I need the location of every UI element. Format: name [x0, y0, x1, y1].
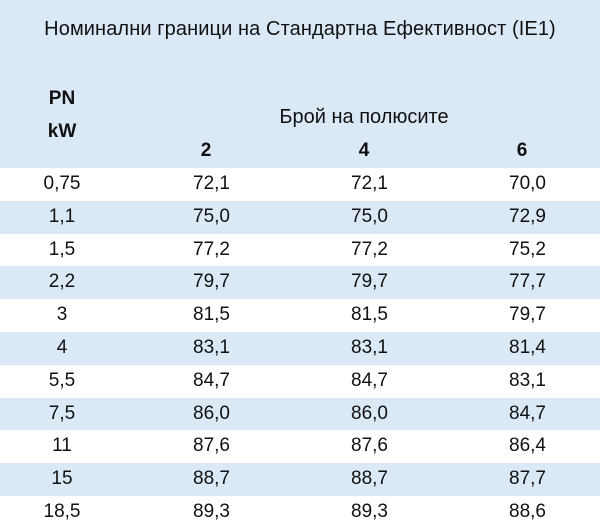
pn-cell: 0,75 [43, 173, 81, 194]
pn-cell: 3 [56, 304, 68, 326]
pole-2-cell: 79,7 [193, 271, 230, 293]
pole-6-cell: 70,0 [509, 173, 546, 194]
pole-4-cell: 89,3 [351, 500, 388, 522]
pole-2-cell: 81,5 [193, 304, 230, 326]
pn-cell: 4 [56, 336, 68, 358]
table-row: 18,5 89,3 89,3 88,6 [0, 495, 600, 529]
pole-4-cell: 88,7 [351, 468, 388, 490]
pole-2-cell: 84,7 [193, 369, 230, 391]
pole-2-cell: 86,0 [193, 402, 230, 424]
table-row: 15 88,7 88,7 87,7 [0, 463, 600, 496]
pole-column-header-2: 2 [200, 140, 212, 161]
table-row: 1,1 75,0 75,0 72,9 [0, 200, 600, 234]
pole-4-cell: 79,7 [351, 271, 388, 293]
pole-2-cell: 75,0 [193, 205, 230, 227]
pole-4-cell: 77,2 [351, 238, 388, 260]
table-row: 0,75 72,1 72,1 70,0 [0, 168, 600, 201]
table-title: Номинални граници на Стандартна Ефективн… [44, 18, 556, 40]
pole-4-cell: 86,0 [351, 402, 388, 424]
pole-6-cell: 83,1 [509, 369, 546, 391]
pole-4-cell: 75,0 [351, 205, 388, 227]
pole-2-cell: 83,1 [193, 336, 230, 358]
table-row: 5,5 84,7 84,7 83,1 [0, 364, 600, 398]
pn-unit-label: kW [47, 121, 77, 142]
pole-6-cell: 88,6 [509, 500, 546, 522]
pole-6-cell: 87,7 [509, 468, 546, 490]
table-row: 11 87,6 87,6 86,4 [0, 430, 600, 464]
pole-6-cell: 81,4 [509, 336, 546, 358]
pole-2-cell: 87,6 [193, 435, 230, 457]
pole-4-cell: 87,6 [351, 435, 388, 457]
table-row: 7,5 86,0 86,0 84,7 [0, 397, 600, 431]
pn-cell: 5,5 [48, 369, 76, 391]
pn-cell: 11 [52, 435, 72, 457]
pole-2-cell: 72,1 [193, 173, 230, 194]
pole-2-cell: 88,7 [193, 468, 230, 490]
pole-6-cell: 84,7 [509, 402, 546, 424]
pole-6-cell: 79,7 [509, 304, 546, 326]
pole-6-cell: 72,9 [509, 205, 546, 227]
pole-6-cell: 75,2 [509, 238, 546, 260]
table-row: 1,5 77,2 77,2 75,2 [0, 233, 600, 267]
pole-2-cell: 89,3 [193, 500, 230, 522]
pn-cell: 18,5 [43, 500, 81, 522]
pn-cell: 1,1 [48, 205, 76, 227]
pole-4-cell: 81,5 [351, 304, 388, 326]
poles-group-label: Брой на полюсите [279, 106, 449, 128]
pn-cell: 2,2 [48, 271, 76, 293]
table-row: 3 81,5 81,5 79,7 [0, 299, 600, 332]
table-row: 2,2 79,7 79,7 77,7 [0, 266, 600, 300]
pn-cell: 7,5 [48, 402, 76, 424]
pole-6-cell: 77,7 [509, 271, 546, 293]
pn-cell: 1,5 [48, 238, 76, 260]
pole-6-cell: 86,4 [509, 435, 546, 457]
pole-4-cell: 83,1 [351, 336, 388, 358]
pn-column-label: PN [48, 88, 76, 109]
pole-2-cell: 77,2 [193, 238, 230, 260]
table-row: 4 83,1 83,1 81,4 [0, 331, 600, 365]
pole-4-cell: 84,7 [351, 369, 388, 391]
table-header: Номинални граници на Стандартна Ефективн… [0, 0, 600, 168]
pole-column-header-4: 4 [358, 140, 370, 161]
pole-4-cell: 72,1 [351, 173, 388, 194]
pole-column-header-6: 6 [516, 140, 528, 161]
pn-cell: 15 [51, 468, 73, 490]
table-body: 0,75 72,1 72,1 70,0 1,1 75,0 75,0 72,9 1,5 77,2 77… [0, 168, 600, 529]
